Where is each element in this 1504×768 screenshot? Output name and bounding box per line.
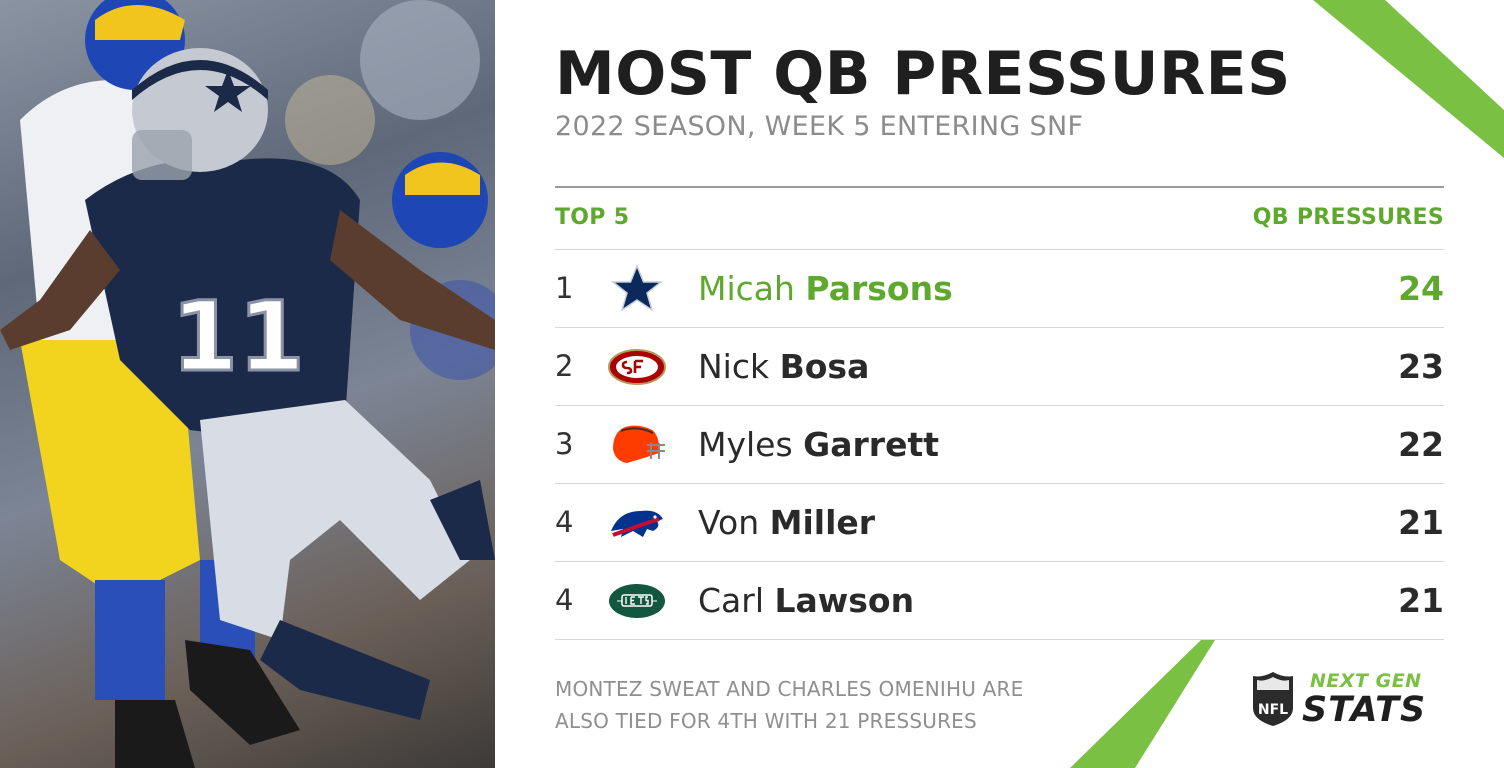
player-photo: 11 [0, 0, 495, 768]
player-first-name: Von [698, 503, 760, 542]
player-last-name: Lawson [774, 581, 915, 620]
page-subtitle: 2022 SEASON, WEEK 5 ENTERING SNF [555, 111, 1084, 142]
footnote: MONTEZ SWEAT AND CHARLES OMENIHU ARE ALS… [555, 673, 1115, 737]
footnote-line-2: ALSO TIED FOR 4TH WITH 21 PRESSURES [555, 709, 977, 733]
pressure-count: 23 [1398, 347, 1444, 386]
player-name: Micah Parsons [698, 250, 953, 327]
table-row: 1 Micah Parsons 24 [555, 249, 1444, 327]
nfl-shield-text: NFL [1258, 702, 1288, 718]
browns-helmet-icon [613, 423, 665, 463]
pressure-count: 24 [1398, 269, 1444, 308]
table-row: 4 Carl Lawson 21 [555, 561, 1444, 640]
player-first-name: Nick [698, 347, 770, 386]
player-last-name: Parsons [805, 269, 953, 308]
column-header-value: QB PRESSURES [1252, 205, 1444, 230]
pressure-count: 22 [1398, 425, 1444, 464]
player-last-name: Bosa [779, 347, 870, 386]
player-name: Nick Bosa [698, 328, 869, 405]
stats-panel: MOST QB PRESSURES 2022 SEASON, WEEK 5 EN… [495, 0, 1504, 768]
player-name: Carl Lawson [698, 562, 914, 639]
bills-buffalo-icon [611, 510, 663, 537]
player-first-name: Micah [698, 269, 795, 308]
decorative-stripes [1070, 0, 1504, 768]
rank-number: 4 [555, 583, 574, 617]
leaderboard-table: 1 Micah Parsons 24 2 Nick Bosa 23 3 [555, 249, 1444, 640]
player-first-name: Myles [698, 425, 793, 464]
table-row: 3 Myles Garrett 22 [555, 405, 1444, 483]
player-name: Von Miller [698, 484, 875, 561]
player-last-name: Garrett [803, 425, 940, 464]
footnote-line-1: MONTEZ SWEAT AND CHARLES OMENIHU ARE [555, 677, 1024, 701]
table-row: 2 Nick Bosa 23 [555, 327, 1444, 405]
player-first-name: Carl [698, 581, 764, 620]
header-divider [555, 186, 1444, 188]
rank-number: 3 [555, 427, 574, 461]
jets-oval-icon [609, 584, 665, 618]
pressure-count: 21 [1398, 503, 1444, 542]
brand-line-1: NEXT GEN [1310, 670, 1422, 692]
table-row: 4 Von Miller 21 [555, 483, 1444, 561]
nfl-shield-icon: NFL [1253, 672, 1293, 726]
next-gen-stats-logo: NFL NEXT GEN STATS [1250, 668, 1450, 732]
page-title: MOST QB PRESSURES [555, 39, 1291, 109]
player-name: Myles Garrett [698, 406, 939, 483]
jersey-number: 11 [171, 281, 305, 393]
rank-number: 1 [555, 271, 574, 305]
brand-line-2: STATS [1302, 690, 1427, 730]
rank-number: 4 [555, 505, 574, 539]
player-illustration: 11 [0, 0, 495, 768]
player-last-name: Miller [769, 503, 876, 542]
rank-number: 2 [555, 349, 574, 383]
cowboys-star-icon [610, 264, 664, 312]
49ers-oval-icon [608, 349, 666, 385]
column-header-rank: TOP 5 [555, 205, 630, 230]
pressure-count: 21 [1398, 581, 1444, 620]
